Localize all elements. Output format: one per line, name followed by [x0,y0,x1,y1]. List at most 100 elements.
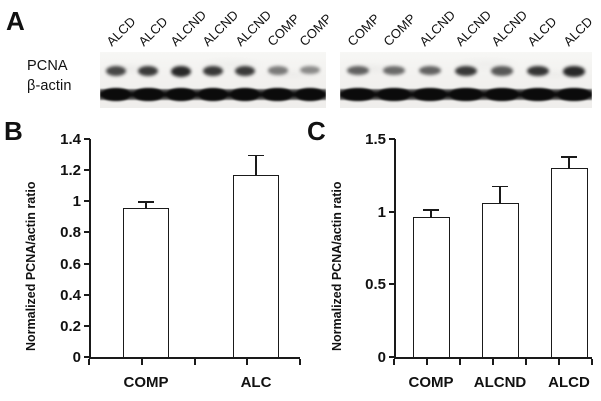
y-axis-tick-label: 0.5 [365,276,386,294]
x-axis-tick [591,359,593,365]
actin-band-segment [558,88,590,101]
error-bar-cap [248,154,264,157]
pcna-band [490,66,514,76]
panel-letter-c: C [307,116,326,146]
y-axis-tick [84,356,90,358]
panel-letter-b: B [4,116,23,146]
y-axis-tick [84,293,90,296]
x-axis-category-label: COMP [408,374,454,391]
y-axis-tick-label: 0.4 [60,286,81,304]
x-axis-tick [299,359,301,365]
error-bar-cap [423,208,439,211]
x-axis-tick [492,359,494,365]
x-axis-tick [140,359,143,365]
lane-label: COMP [344,10,383,49]
y-axis [394,139,396,359]
x-axis-category-label: ALCND [473,374,527,391]
x-axis [89,357,300,359]
actin-band-segment [166,88,195,101]
actin-band-segment [134,88,163,101]
y-axis-tick [389,283,395,286]
y-axis-tick-label: 1.4 [60,131,81,148]
lane-label: ALCND [416,7,459,50]
x-axis-tick [193,359,196,365]
y-axis-tick-label: 0.2 [60,317,81,335]
y-axis-tick-label: 1.5 [365,131,386,148]
actin-band-segment [295,88,324,101]
y-axis-tick [389,356,395,358]
lane-label: ALCD [560,13,596,50]
x-axis-category-label: COMP [123,374,169,391]
actin-band-segment [342,88,374,101]
y-axis-tick-label: 0.8 [60,224,81,242]
pcna-band [346,66,370,76]
y-axis-tick [84,169,90,172]
error-bar-stem [145,201,147,208]
blot-row-label-pcna: PCNA [27,58,68,74]
pcna-band [138,66,159,77]
x-axis-category-label: ALC [240,374,272,391]
pcna-band [382,66,406,75]
pcna-band [299,66,320,75]
error-bar-cap [138,201,154,204]
error-bar-cap [492,185,508,188]
x-axis-tick [558,359,560,365]
x-axis-tick [88,359,90,365]
actin-band-segment [450,88,482,101]
lane-label: ALCND [199,7,242,50]
y-axis-tick-label: 1 [72,193,81,211]
x-axis-tick [246,359,249,365]
pcna-band [454,66,478,77]
pcna-band [202,66,223,77]
actin-band-segment [231,88,260,101]
lane-label: ALCD [524,13,560,50]
actin-band-segment [486,88,518,101]
bar-chart-panel-c: Normalized PCNA/actin ratio 0 0.5 1 1.5 COMP A… [300,130,601,395]
bar [123,207,169,357]
lane-label: ALCND [488,7,531,50]
pcna-band [106,66,127,76]
western-blot-right [340,52,592,108]
pcna-band [170,66,191,77]
actin-band-segment [378,88,410,101]
bar [550,168,588,357]
x-axis-tick [525,359,527,365]
y-axis-tick-label: 0 [377,349,386,366]
actin-band-segment [198,88,228,101]
lane-label: ALCD [135,13,171,50]
y-axis-tick [84,231,90,234]
bar [233,174,279,357]
y-axis-tick [389,138,395,140]
bar [412,217,450,357]
x-axis-tick [393,359,395,365]
lane-label: COMP [296,10,335,49]
pcna-band [235,66,256,77]
pcna-band [526,66,550,77]
error-bar-cap [561,156,577,159]
x-axis-category-label: ALCD [548,374,590,391]
actin-band-segment [102,88,131,101]
y-axis-tick [84,262,90,265]
y-axis-tick-label: 1 [377,203,386,221]
pcna-band [562,66,586,77]
y-axis-tick [389,210,395,213]
lane-label: ALCND [452,7,495,50]
pcna-band [267,66,288,75]
y-axis-tick-label: 1.2 [60,162,81,180]
x-axis-tick [459,359,461,365]
x-axis-tick [426,359,428,365]
panel-letter-a: A [6,6,25,36]
actin-band-segment [263,88,292,101]
x-axis [394,357,592,359]
y-axis-tick-label: 0 [72,349,81,366]
actin-band-segment [522,88,554,101]
pcna-band [418,66,442,76]
y-axis-label: Normalized PCNA/actin ratio [24,181,38,351]
error-bar-stem [430,208,432,218]
lane-label: COMP [380,10,419,49]
y-axis-tick-label: 0.6 [60,255,81,273]
bar-chart-panel-b: Normalized PCNA/actin ratio 0 0.2 0.4 0.6 0.8… [0,130,301,395]
y-axis-tick [84,138,90,140]
error-bar-stem [255,154,257,175]
